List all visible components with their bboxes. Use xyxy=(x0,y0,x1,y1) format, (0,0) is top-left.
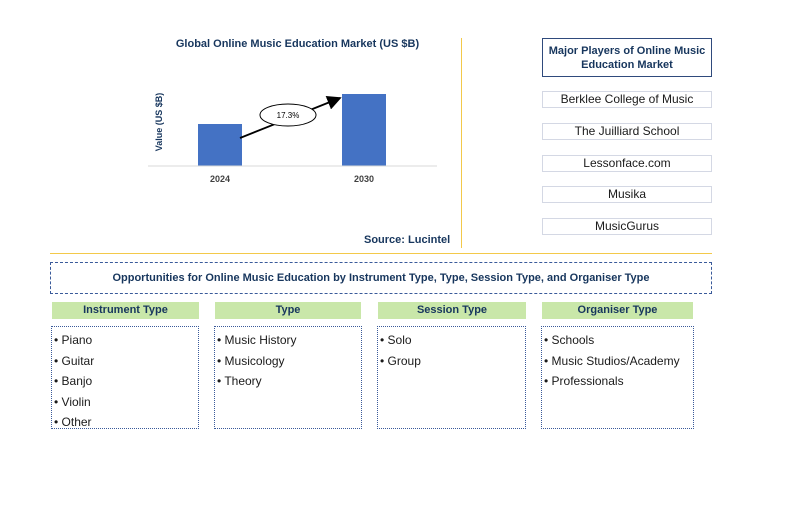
x-tick-label: 2030 xyxy=(354,174,374,184)
horizontal-divider xyxy=(50,253,712,254)
segment-list-organiser-type: • Schools • Music Studios/Academy • Prof… xyxy=(541,326,694,429)
segment-item: • Group xyxy=(380,353,421,368)
segment-header-organiser-type: Organiser Type xyxy=(542,302,693,319)
segment-item: • Schools xyxy=(544,333,595,347)
growth-rate-label: 17.3% xyxy=(277,111,300,120)
player-item: Berklee College of Music xyxy=(542,91,712,108)
segment-header-instrument-type: Instrument Type xyxy=(52,302,199,319)
segment-item: • Violin xyxy=(54,394,91,409)
player-item: Lessonface.com xyxy=(542,155,712,172)
segment-item: • Music Studios/Academy xyxy=(544,353,680,368)
segment-item: • Music History xyxy=(217,333,297,347)
segment-item: • Solo xyxy=(380,333,412,347)
bar-2030 xyxy=(342,94,386,166)
x-tick-label: 2024 xyxy=(210,174,230,184)
segment-item: • Other xyxy=(54,415,92,429)
segment-header-type: Type xyxy=(215,302,361,319)
bar-chart: Value (US $B) 2024 2030 17.3% xyxy=(148,93,437,184)
player-item: Musika xyxy=(542,186,712,203)
bar-2024 xyxy=(198,124,242,166)
vertical-divider xyxy=(461,38,462,248)
segment-item: • Theory xyxy=(217,374,262,388)
opportunities-title: Opportunities for Online Music Education… xyxy=(50,262,712,294)
segment-item: • Musicology xyxy=(217,353,285,368)
segment-header-session-type: Session Type xyxy=(378,302,526,319)
segment-list-type: • Music History • Musicology • Theory xyxy=(214,326,362,429)
segment-list-session-type: • Solo • Group xyxy=(377,326,526,429)
segment-item: • Professionals xyxy=(544,374,624,388)
y-axis-label: Value (US $B) xyxy=(154,93,164,152)
chart-title: Global Online Music Education Market (US… xyxy=(175,38,420,50)
segment-item: • Banjo xyxy=(54,374,93,388)
player-item: The Juilliard School xyxy=(542,123,712,140)
segment-list-instrument-type: • Piano • Guitar • Banjo • Violin • Othe… xyxy=(51,326,199,429)
segment-item: • Piano xyxy=(54,333,93,347)
source-label: Source: Lucintel xyxy=(364,234,451,246)
players-title: Major Players of Online Music Education … xyxy=(542,38,712,77)
player-item: MusicGurus xyxy=(542,218,712,235)
segment-item: • Guitar xyxy=(54,353,95,368)
growth-ellipse xyxy=(259,103,317,127)
